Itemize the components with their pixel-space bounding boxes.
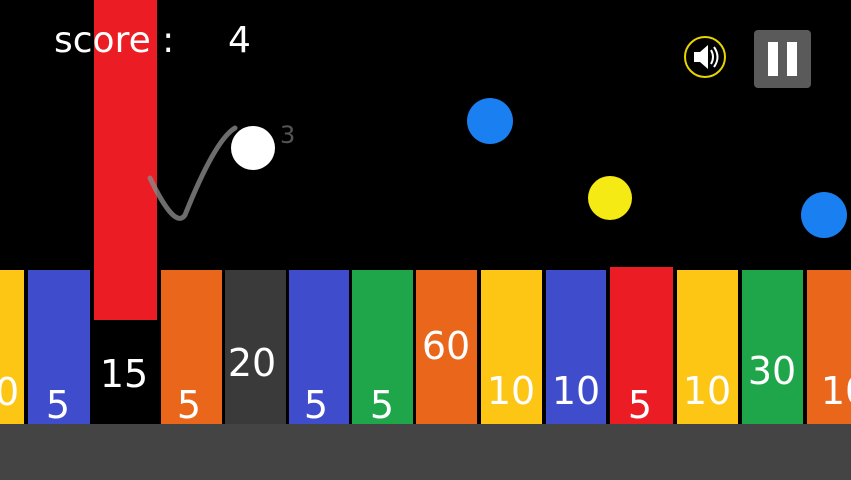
ball-trail: [147, 125, 238, 221]
pause-button[interactable]: [754, 30, 811, 88]
column: [225, 270, 286, 424]
column: [92, 320, 157, 424]
column: [0, 270, 24, 424]
column: [28, 270, 90, 424]
column: [546, 270, 606, 424]
column-label: 30: [748, 349, 796, 393]
score-label: score :: [54, 20, 174, 61]
column: [416, 270, 477, 424]
column: [742, 270, 803, 424]
ball-label: 3: [280, 121, 295, 149]
red-pillar: [94, 0, 157, 320]
columns: 10515520556010105103010: [0, 267, 851, 427]
sound-waves: [710, 46, 719, 68]
column-label: 10: [487, 369, 535, 413]
player-ball: [231, 126, 275, 170]
column-label: 5: [304, 383, 328, 427]
column-label: 60: [422, 324, 470, 368]
column-label: 5: [46, 383, 70, 427]
column: [481, 270, 542, 424]
yellow-ball: [588, 176, 632, 220]
sound-button[interactable]: [684, 36, 726, 78]
column-label: 10: [0, 370, 19, 414]
column-label: 10: [683, 369, 731, 413]
column: [677, 270, 738, 424]
sound-ring: [684, 36, 726, 78]
pause-bg: [754, 30, 811, 88]
column: [289, 270, 349, 424]
column: [352, 270, 413, 424]
column: [610, 267, 673, 424]
blue-ball: [467, 98, 513, 144]
column-label: 15: [100, 352, 148, 396]
column-label: 20: [228, 341, 276, 385]
speaker-icon: [694, 45, 708, 69]
pause-bar: [787, 42, 797, 76]
blue-ball: [801, 192, 847, 238]
column-label: 5: [177, 383, 201, 427]
column: [807, 270, 851, 424]
floor: [0, 424, 851, 480]
column-label: 10: [552, 369, 600, 413]
column-label: 5: [628, 383, 652, 427]
column-label: 10: [821, 369, 851, 413]
score-value: 4: [228, 20, 251, 61]
pause-bar: [768, 42, 778, 76]
column-label: 5: [370, 383, 394, 427]
column: [161, 270, 222, 424]
